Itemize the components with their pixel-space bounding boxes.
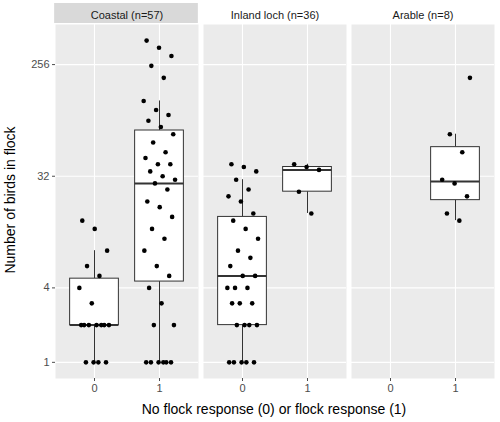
svg-text:1: 1 — [156, 382, 162, 394]
svg-text:0: 0 — [91, 382, 97, 394]
svg-text:4: 4 — [43, 281, 49, 293]
html-text:No flock response (0) or flock: No flock response (0) or flock response … — [141, 401, 407, 417]
html-text:Number of birds in flock: Number of birds in flock — [2, 126, 18, 274]
svg-text:0: 0 — [387, 382, 393, 394]
svg-text:1: 1 — [43, 356, 49, 368]
svg-text:1: 1 — [452, 382, 458, 394]
svg-text:0: 0 — [239, 382, 245, 394]
svg-text:Coastal (n=57): Coastal (n=57) — [91, 9, 163, 21]
svg-text:256: 256 — [31, 58, 49, 70]
svg-text:Inland loch (n=36): Inland loch (n=36) — [231, 9, 319, 21]
svg-text:32: 32 — [37, 170, 49, 182]
svg-text:1: 1 — [304, 382, 310, 394]
svg-text:Arable (n=8): Arable (n=8) — [393, 9, 454, 21]
